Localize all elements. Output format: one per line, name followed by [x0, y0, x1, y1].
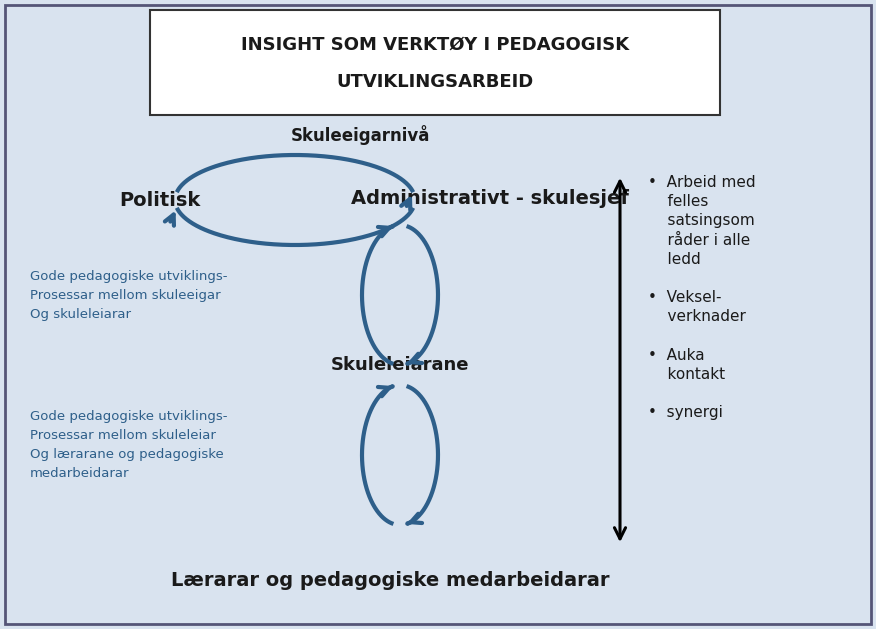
- Text: •  Arbeid med
    felles
    satsingsom
    råder i alle
    ledd

•  Veksel-
  : • Arbeid med felles satsingsom råder i a…: [648, 175, 756, 420]
- Text: Gode pedagogiske utviklings-
Prosessar mellom skuleleiar
Og lærarane og pedagogi: Gode pedagogiske utviklings- Prosessar m…: [30, 410, 228, 480]
- Text: Lærarar og pedagogiske medarbeidarar: Lærarar og pedagogiske medarbeidarar: [171, 571, 609, 589]
- FancyBboxPatch shape: [150, 10, 720, 115]
- Text: INSIGHT SOM VERKTØY I PEDAGOGISK: INSIGHT SOM VERKTØY I PEDAGOGISK: [241, 36, 629, 54]
- Text: Administrativt - skulesjef: Administrativt - skulesjef: [351, 189, 629, 208]
- Text: Skuleeigarnivå: Skuleeigarnivå: [290, 125, 430, 145]
- Text: UTVIKLINGSARBEID: UTVIKLINGSARBEID: [336, 73, 533, 91]
- Text: Gode pedagogiske utviklings-
Prosessar mellom skuleeigar
Og skuleleiarar: Gode pedagogiske utviklings- Prosessar m…: [30, 270, 228, 321]
- Text: Politisk: Politisk: [119, 191, 201, 209]
- Text: Skuleleiarane: Skuleleiarane: [331, 356, 470, 374]
